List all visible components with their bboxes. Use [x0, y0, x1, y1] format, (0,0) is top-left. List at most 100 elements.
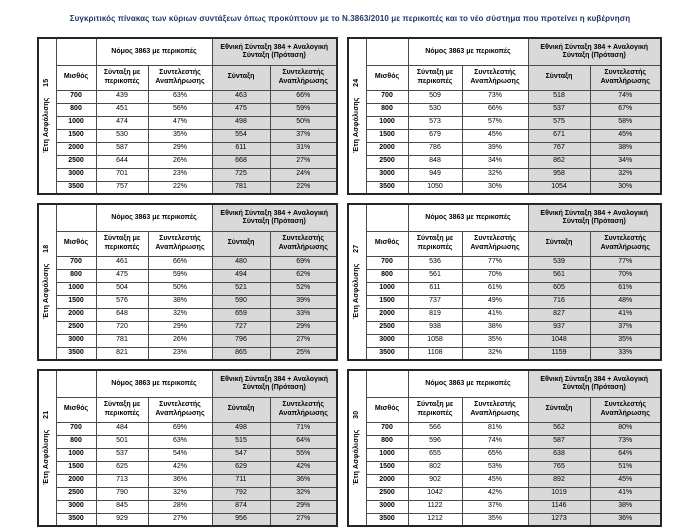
proposal-pension-cell: 611: [211, 141, 271, 156]
law-pension-cell: 1212: [407, 512, 463, 527]
law-pension-cell: 949: [407, 167, 463, 182]
proposal-pension-cell: 1159: [527, 346, 591, 361]
proposal-pension-cell: 1054: [527, 180, 591, 195]
proposal-pension-cell: 1048: [527, 333, 591, 348]
law-rate-header: Συντελεστής Αναπλήρωσης: [461, 396, 529, 423]
salary-cell: 1500: [55, 294, 97, 309]
proposal-rate-cell: 70%: [589, 268, 662, 283]
salary-cell: 3500: [55, 180, 97, 195]
salary-cell: 2000: [365, 473, 409, 488]
law-rate-cell: 35%: [461, 512, 529, 527]
proposal-pension-cell: 562: [527, 421, 591, 436]
salary-cell: 3500: [55, 512, 97, 527]
proposal-rate-cell: 33%: [269, 307, 338, 322]
law-rate-cell: 28%: [147, 499, 213, 514]
proposal-rate-header: Συντελεστής Αναπλήρωσης: [269, 64, 338, 91]
proposal-rate-cell: 25%: [269, 346, 338, 361]
proposal-pension-cell: 716: [527, 294, 591, 309]
sub-header-row: Μισθός Σύνταξη με περικοπές Συντελεστής Αν…: [38, 396, 338, 423]
insurance-years-label: Έτη Ασφάλισης 24: [347, 37, 367, 195]
law-pension-cell: 720: [95, 320, 149, 335]
comparison-table-years-21: Έτη Ασφάλισης 21 Νόμος 3863 με περικοπές Ε…: [37, 369, 338, 527]
salary-cell: 1000: [55, 281, 97, 296]
law-pension-cell: 596: [407, 434, 463, 449]
table-row: 1500 737 49% 716 48%: [348, 294, 662, 309]
law-rate-header: Συντελεστής Αναπλήρωσης: [147, 64, 213, 91]
proposal-pension-cell: 575: [527, 115, 591, 130]
proposal-pension-header: Σύνταξη: [211, 64, 271, 91]
law-pension-header: Σύνταξη με περικοπές: [407, 396, 463, 423]
law-group-header: Νόμος 3863 με περικοπές: [95, 369, 213, 398]
law-pension-cell: 461: [95, 255, 149, 270]
proposal-rate-cell: 71%: [269, 421, 338, 436]
comparison-table-years-15: Έτη Ασφάλισης 15 Νόμος 3863 με περικοπές Ε…: [37, 37, 338, 195]
table-row: 800 530 66% 537 67%: [348, 102, 662, 117]
proposal-rate-cell: 31%: [269, 141, 338, 156]
table-slot: Έτη Ασφάλισης 18 Νόμος 3863 με περικοπές Ε…: [37, 203, 338, 361]
table-row: 3500 757 22% 781 22%: [38, 180, 338, 195]
law-rate-cell: 34%: [461, 154, 529, 169]
table-row: 2000 902 45% 892 45%: [348, 473, 662, 488]
proposal-rate-cell: 48%: [589, 294, 662, 309]
law-rate-cell: 32%: [147, 486, 213, 501]
law-pension-cell: 819: [407, 307, 463, 322]
law-rate-cell: 69%: [147, 421, 213, 436]
law-rate-cell: 54%: [147, 447, 213, 462]
law-rate-cell: 35%: [461, 333, 529, 348]
proposal-rate-cell: 27%: [269, 512, 338, 527]
proposal-pension-cell: 727: [211, 320, 271, 335]
table-slot: Έτη Ασφάλισης 30 Νόμος 3863 με περικοπές Ε…: [347, 369, 662, 527]
salary-header: Μισθός: [365, 396, 409, 423]
law-rate-cell: 42%: [147, 460, 213, 475]
law-group-header: Νόμος 3863 με περικοπές: [407, 37, 529, 66]
law-pension-cell: 1050: [407, 180, 463, 195]
proposal-rate-cell: 32%: [589, 167, 662, 182]
proposal-rate-cell: 37%: [269, 128, 338, 143]
salary-cell: 1500: [365, 294, 409, 309]
table-row: 700 484 69% 498 71%: [38, 421, 338, 436]
proposal-rate-cell: 51%: [589, 460, 662, 475]
proposal-rate-cell: 22%: [269, 180, 338, 195]
table-row: 2000 713 36% 711 36%: [38, 473, 338, 488]
salary-cell: 3500: [365, 180, 409, 195]
law-pension-cell: 802: [407, 460, 463, 475]
law-pension-cell: 530: [407, 102, 463, 117]
proposal-pension-cell: 781: [211, 180, 271, 195]
law-pension-cell: 587: [95, 141, 149, 156]
sub-header-row: Μισθός Σύνταξη με περικοπές Συντελεστής Αν…: [348, 396, 662, 423]
law-rate-cell: 29%: [147, 320, 213, 335]
proposal-pension-cell: 587: [527, 434, 591, 449]
law-rate-cell: 77%: [461, 255, 529, 270]
proposal-rate-cell: 33%: [589, 346, 662, 361]
proposal-pension-cell: 865: [211, 346, 271, 361]
proposal-pension-cell: 892: [527, 473, 591, 488]
proposal-pension-header: Σύνταξη: [211, 396, 271, 423]
proposal-pension-cell: 792: [211, 486, 271, 501]
proposal-pension-cell: 767: [527, 141, 591, 156]
table-row: 1500 802 53% 765 51%: [348, 460, 662, 475]
law-rate-cell: 22%: [147, 180, 213, 195]
table-row: 1000 474 47% 498 50%: [38, 115, 338, 130]
table-row: 700 566 81% 562 80%: [348, 421, 662, 436]
proposal-pension-cell: 498: [211, 115, 271, 130]
law-pension-cell: 786: [407, 141, 463, 156]
table-row: 3000 1058 35% 1048 35%: [348, 333, 662, 348]
proposal-rate-cell: 42%: [269, 460, 338, 475]
law-pension-cell: 679: [407, 128, 463, 143]
proposal-rate-cell: 64%: [589, 447, 662, 462]
comparison-table-years-24: Έτη Ασφάλισης 24 Νόμος 3863 με περικοπές Ε…: [347, 37, 662, 195]
salary-cell: 700: [55, 89, 97, 104]
salary-cell: 1500: [365, 128, 409, 143]
group-header-row: Έτη Ασφάλισης 21 Νόμος 3863 με περικοπές Ε…: [37, 369, 338, 527]
table-row: 2500 720 29% 727 29%: [38, 320, 338, 335]
salary-cell: 1000: [365, 447, 409, 462]
proposal-pension-cell: 958: [527, 167, 591, 182]
law-pension-cell: 537: [95, 447, 149, 462]
law-rate-cell: 32%: [461, 167, 529, 182]
group-header-row: Έτη Ασφάλισης 18 Νόμος 3863 με περικοπές Ε…: [37, 203, 338, 361]
law-pension-cell: 504: [95, 281, 149, 296]
salary-cell: 3000: [55, 333, 97, 348]
table-row: 2500 790 32% 792 32%: [38, 486, 338, 501]
law-pension-cell: 737: [407, 294, 463, 309]
